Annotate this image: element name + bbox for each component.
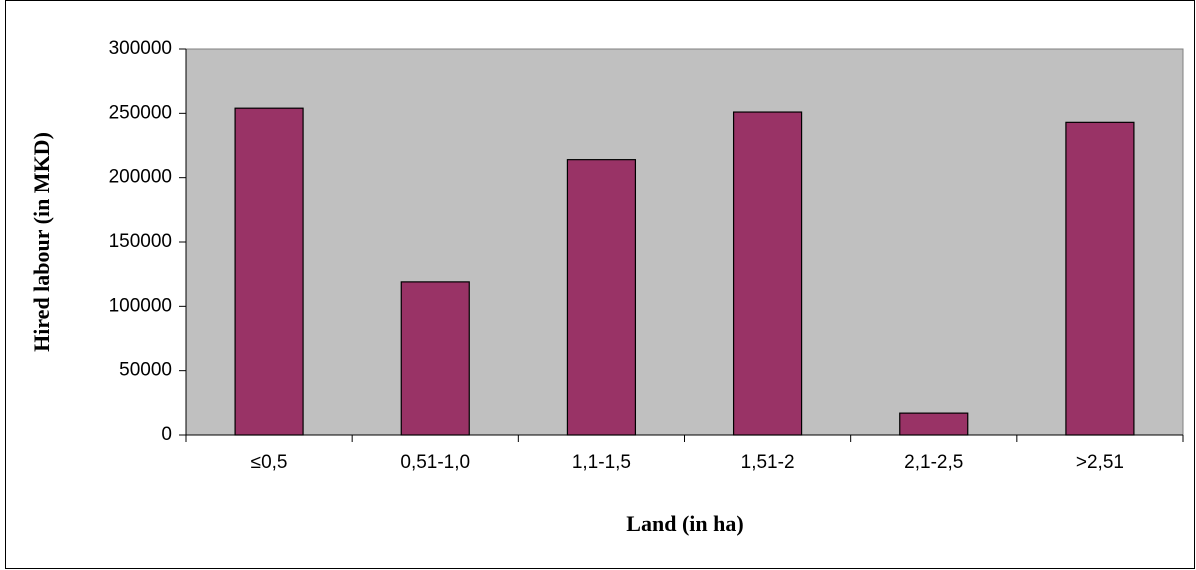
y-tick-label: 0 bbox=[161, 424, 172, 445]
x-tick-label: ≤0,5 bbox=[251, 452, 288, 473]
x-axis-title: Land (in ha) bbox=[626, 511, 743, 536]
x-tick-label: 1,51-2 bbox=[741, 452, 795, 473]
bar bbox=[234, 107, 304, 436]
bar bbox=[566, 159, 637, 436]
y-tick-label: 50000 bbox=[119, 360, 172, 381]
y-tick-label: 250000 bbox=[109, 102, 172, 123]
bar bbox=[899, 412, 969, 436]
y-tick-label: 150000 bbox=[109, 231, 172, 252]
plot-area bbox=[185, 48, 1184, 436]
bar bbox=[400, 281, 470, 436]
y-tick-label: 200000 bbox=[109, 167, 172, 188]
x-tick-label: 2,1-2,5 bbox=[904, 452, 963, 473]
x-tick-label: 0,51-1,0 bbox=[400, 452, 470, 473]
bar bbox=[1065, 121, 1135, 436]
bar bbox=[732, 111, 803, 436]
x-tick-label: 1,1-1,5 bbox=[572, 452, 631, 473]
y-tick-label: 300000 bbox=[109, 38, 172, 59]
y-tick-label: 100000 bbox=[109, 295, 172, 316]
y-axis-title: Hired labour (in MKD) bbox=[29, 132, 54, 352]
x-tick-label: >2,51 bbox=[1076, 452, 1124, 473]
